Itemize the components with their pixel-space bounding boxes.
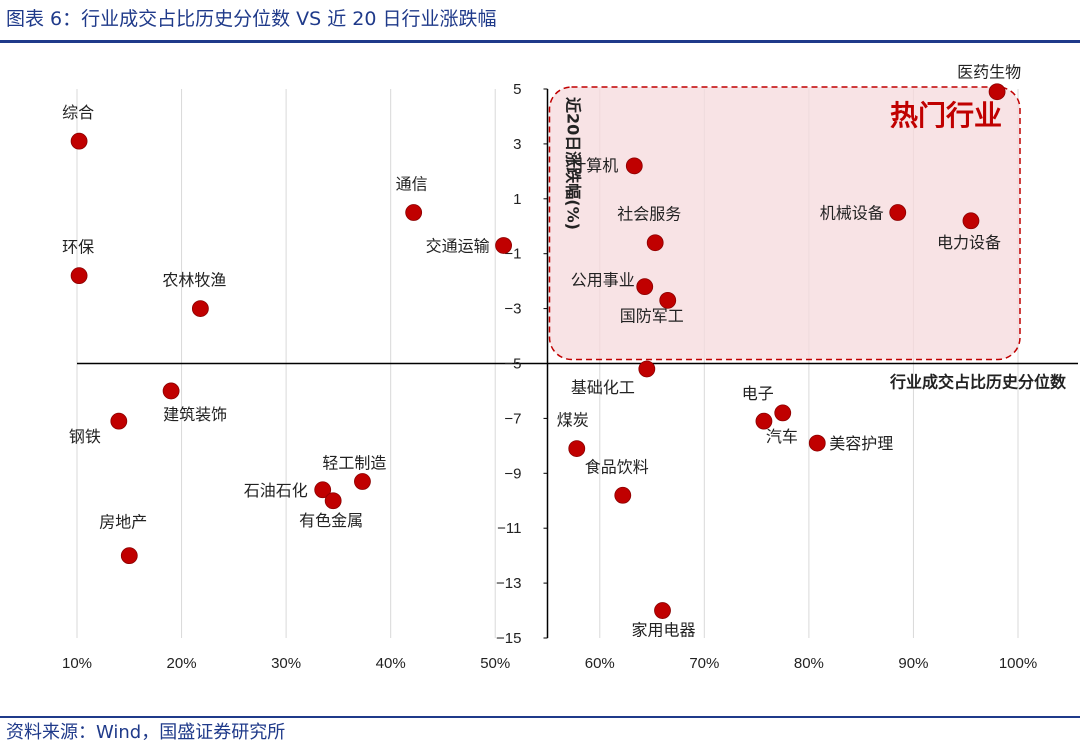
point-label: 国防军工 — [620, 306, 684, 325]
y-tick-label: 3 — [513, 136, 521, 153]
point-label: 电力设备 — [937, 233, 1001, 252]
data-point — [495, 237, 512, 254]
data-point — [314, 481, 332, 499]
y-tick-label: −13 — [496, 575, 521, 592]
data-point — [354, 473, 371, 490]
point-label: 综合 — [62, 103, 94, 122]
data-point — [638, 360, 656, 378]
data-point — [774, 404, 792, 422]
data-point — [654, 602, 671, 619]
data-point — [988, 83, 1006, 101]
y-tick-label: −15 — [496, 630, 521, 647]
point-label: 交通运输 — [426, 236, 490, 255]
data-point — [614, 486, 632, 504]
data-point — [568, 440, 586, 457]
x-tick-label: 10% — [62, 655, 92, 672]
figure-title: 图表 6：行业成交占比历史分位数 VS 近 20 日行业涨跌幅 — [6, 8, 497, 30]
scatter-chart: 10% 20% 30% 40% 50% 60% 70% 80% 90% 100% 热门行业 5 3 1 −1… — [62, 63, 1078, 672]
y-axis-title: 近20日涨跌幅(%) — [564, 97, 583, 230]
data-point — [889, 204, 907, 221]
x-tick-label: 100% — [999, 655, 1037, 672]
data-point — [755, 412, 773, 430]
x-axis-title: 行业成交占比历史分位数 — [889, 373, 1067, 392]
source-note: 资料来源：Wind，国盛证券研究所 — [6, 722, 286, 743]
point-label: 建筑装饰 — [163, 405, 227, 424]
data-point — [70, 267, 88, 285]
y-tick-label: −9 — [504, 465, 521, 482]
y-tick-label: 5 — [513, 81, 521, 98]
y-tick-label: −11 — [497, 520, 521, 537]
data-point — [120, 547, 138, 565]
point-label: 房地产 — [99, 513, 147, 532]
x-tick-label: 80% — [794, 655, 824, 672]
point-label: 有色金属 — [299, 511, 363, 530]
data-point — [636, 278, 654, 296]
point-label: 汽车 — [766, 427, 798, 446]
point-label: 社会服务 — [617, 205, 681, 224]
x-tick-label: 90% — [898, 655, 928, 672]
data-point — [646, 234, 664, 252]
data-point — [191, 300, 209, 318]
data-point — [625, 157, 643, 175]
x-tick-label: 40% — [376, 655, 406, 672]
point-label: 机械设备 — [820, 204, 884, 223]
data-point — [962, 212, 980, 230]
data-point — [70, 132, 88, 150]
hot-industry-region — [548, 86, 1021, 361]
x-tick-label: 50% — [480, 655, 510, 672]
y-tick-label: −5 — [504, 356, 521, 373]
title-rule — [0, 40, 1080, 43]
y-tick-label: −7 — [504, 410, 521, 427]
point-label: 轻工制造 — [322, 454, 386, 473]
point-label: 食品饮料 — [585, 457, 649, 476]
point-label: 农林牧渔 — [162, 271, 226, 290]
data-point — [110, 412, 128, 430]
point-label: 电子 — [742, 384, 774, 403]
point-label: 家用电器 — [632, 621, 696, 640]
point-label: 环保 — [62, 238, 94, 257]
point-label: 公用事业 — [571, 271, 635, 290]
data-point — [324, 492, 342, 510]
point-label: 煤炭 — [557, 411, 589, 430]
data-point — [162, 382, 180, 400]
y-tick-label: 1 — [513, 191, 521, 208]
x-tick-label: 60% — [585, 655, 615, 672]
point-label: 通信 — [396, 175, 428, 194]
point-label: 钢铁 — [69, 427, 101, 446]
data-point — [659, 291, 677, 309]
data-point — [405, 204, 423, 221]
x-tick-label: 70% — [689, 655, 719, 672]
y-tick-label: −3 — [504, 301, 521, 318]
x-tick-label: 30% — [271, 655, 301, 672]
x-tick-label: 20% — [167, 655, 197, 672]
point-label: 美容护理 — [829, 434, 893, 453]
point-label: 基础化工 — [571, 378, 635, 397]
point-label: 计算机 — [570, 156, 618, 175]
source-rule — [0, 716, 1080, 718]
point-label: 医药生物 — [957, 63, 1021, 82]
point-label: 石油石化 — [244, 481, 308, 500]
data-point — [808, 434, 826, 452]
hot-industry-label: 热门行业 — [890, 99, 1002, 132]
